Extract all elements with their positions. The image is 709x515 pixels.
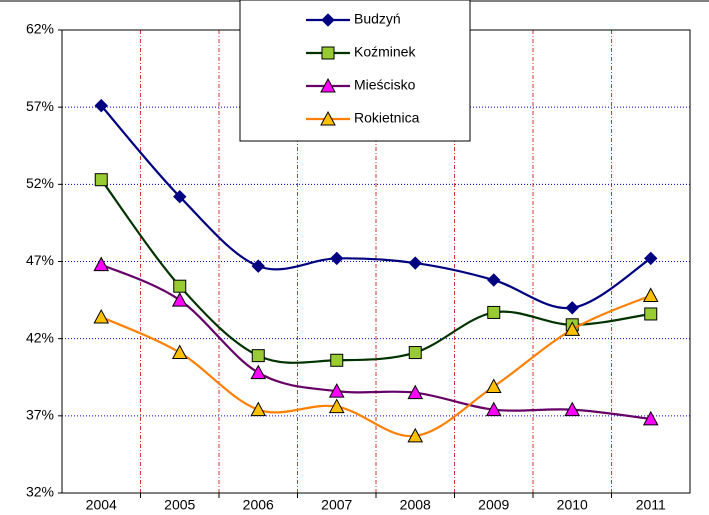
marker [487, 273, 501, 287]
y-tick-label: 32% [26, 484, 54, 500]
marker [251, 259, 265, 273]
y-tick-label: 52% [26, 175, 54, 191]
marker [564, 321, 581, 336]
marker [330, 251, 344, 266]
marker [642, 287, 659, 302]
legend-label: Mieścisko [354, 77, 416, 93]
marker [250, 401, 267, 417]
y-tick-label: 37% [26, 407, 54, 423]
marker [644, 251, 658, 266]
marker [564, 401, 581, 417]
marker [565, 301, 579, 315]
marker [485, 401, 502, 417]
marker [93, 309, 110, 324]
marker [94, 98, 108, 113]
legend-label: Budzyń [354, 11, 401, 27]
marker [328, 398, 345, 414]
legend-label: Rokietnica [354, 110, 420, 126]
legend-marker [320, 110, 336, 126]
marker [407, 427, 424, 443]
y-tick-label: 57% [26, 98, 54, 114]
y-tick-label: 42% [26, 329, 54, 345]
marker [94, 173, 108, 187]
marker [487, 305, 501, 319]
marker [93, 256, 110, 272]
x-tick-label: 2006 [243, 497, 274, 513]
y-tick-label: 62% [26, 21, 54, 37]
marker [328, 383, 345, 398]
x-tick-label: 2011 [636, 497, 666, 513]
marker [407, 384, 424, 400]
x-tick-label: 2008 [400, 497, 431, 513]
legend-marker [321, 46, 335, 60]
marker [250, 364, 267, 380]
x-tick-label: 2007 [321, 497, 352, 513]
x-tick-label: 2009 [478, 497, 509, 513]
legend-marker [321, 13, 335, 27]
marker [485, 378, 502, 394]
y-tick-label: 47% [26, 252, 54, 268]
marker [642, 410, 659, 426]
marker [408, 346, 422, 360]
x-tick-label: 2010 [557, 497, 588, 513]
legend-box [239, 0, 471, 142]
x-tick-label: 2005 [164, 497, 195, 513]
marker [408, 256, 422, 270]
legend-label: Koźminek [354, 44, 416, 60]
marker [644, 307, 658, 321]
marker [171, 292, 188, 307]
marker [173, 279, 187, 293]
marker [251, 349, 265, 363]
series-line [100, 294, 652, 438]
legend-marker [320, 77, 336, 93]
marker [171, 344, 188, 360]
marker [330, 353, 344, 367]
marker [173, 189, 187, 204]
x-tick-label: 2004 [86, 497, 117, 513]
